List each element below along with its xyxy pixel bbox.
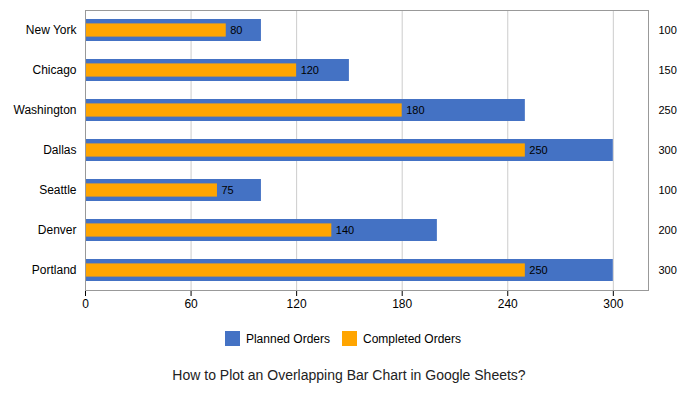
svg-text:100: 100	[659, 184, 677, 196]
svg-text:Denver: Denver	[38, 223, 77, 237]
svg-text:250: 250	[529, 144, 547, 156]
svg-text:80: 80	[230, 24, 242, 36]
svg-text:New York: New York	[26, 23, 78, 37]
svg-text:200: 200	[659, 224, 677, 236]
html-text:Planned Orders: Planned Orders	[246, 331, 330, 346]
svg-text:240: 240	[498, 297, 518, 311]
svg-text:60: 60	[184, 297, 198, 311]
svg-text:250: 250	[529, 264, 547, 276]
svg-text:300: 300	[659, 144, 677, 156]
svg-text:300: 300	[603, 297, 623, 311]
svg-text:140: 140	[336, 224, 354, 236]
svg-text:Portland: Portland	[32, 263, 77, 277]
svg-text:Washington: Washington	[14, 103, 77, 117]
html-text:Completed Orders: Completed Orders	[363, 331, 461, 346]
html-text:How to Plot an Overlapping Bar: How to Plot an Overlapping Bar Chart in …	[172, 367, 526, 383]
svg-text:120: 120	[301, 64, 319, 76]
svg-text:180: 180	[406, 104, 424, 116]
svg-text:0: 0	[82, 297, 89, 311]
svg-text:150: 150	[659, 64, 677, 76]
svg-text:300: 300	[659, 264, 677, 276]
svg-text:Dallas: Dallas	[43, 143, 76, 157]
svg-text:Chicago: Chicago	[32, 63, 76, 77]
svg-text:100: 100	[659, 24, 677, 36]
svg-text:Seattle: Seattle	[39, 183, 77, 197]
svg-text:180: 180	[392, 297, 412, 311]
svg-text:75: 75	[221, 184, 233, 196]
svg-text:250: 250	[659, 104, 677, 116]
svg-text:120: 120	[287, 297, 307, 311]
